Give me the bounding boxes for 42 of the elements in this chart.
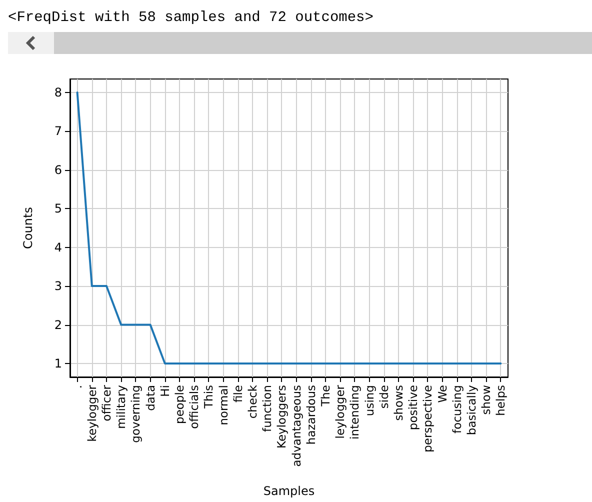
x-tick-label: perspective — [420, 385, 435, 452]
y-tick-label: 7 — [54, 124, 62, 138]
x-tick-label: file — [230, 385, 245, 403]
x-tick-label: intending — [348, 385, 362, 440]
x-tick-label: The — [318, 385, 332, 408]
x-tick-label: show — [479, 385, 494, 415]
y-tick-label: 6 — [54, 162, 62, 177]
y-tick-label: 1 — [54, 356, 62, 370]
y-tick-label: 5 — [54, 202, 62, 216]
x-tick-label: officer — [100, 384, 114, 422]
x-tick-label: helps — [494, 385, 508, 416]
x-tick-label: shows — [392, 384, 406, 421]
y-axis-title: Counts — [21, 207, 35, 249]
y-tick-label: 8 — [54, 86, 62, 100]
x-tick-label: hazardous — [304, 384, 318, 445]
x-axis-title: Samples — [263, 484, 315, 498]
x-tick-label: advantageous — [289, 385, 304, 467]
y-tick-label: 4 — [54, 240, 62, 254]
x-tick-label: Keyloggers — [274, 385, 289, 448]
y-tick-label: 2 — [54, 318, 62, 332]
x-tick-label: function — [260, 385, 274, 432]
x-tick-label: positive — [406, 385, 420, 430]
x-tick-label: check — [246, 384, 260, 419]
x-tick-label: military — [114, 384, 128, 429]
x-tick-label: people — [172, 385, 186, 424]
x-tick-label: . — [70, 385, 84, 389]
x-tick-label: governing — [128, 385, 143, 443]
line-series — [76, 92, 502, 364]
x-tick-label: Hi — [158, 385, 172, 397]
x-tick-label: focusing — [450, 385, 464, 434]
x-tick-label: using — [362, 385, 376, 416]
x-tick-label: We — [435, 385, 450, 403]
x-tick-label: This — [202, 384, 216, 410]
x-tick-label: keylogger — [84, 384, 99, 442]
x-tick-label: side — [376, 385, 391, 409]
y-tick-label: 3 — [54, 279, 62, 294]
x-tick-label: normal — [216, 385, 230, 426]
chart-title: <FreqDist with 58 samples and 72 outcomes> — [8, 9, 374, 28]
x-tick-label: basically — [464, 384, 478, 436]
x-tick-label: data — [143, 385, 158, 411]
x-tick-label: leylogger — [333, 384, 348, 439]
x-tick-label: officials — [187, 384, 202, 429]
